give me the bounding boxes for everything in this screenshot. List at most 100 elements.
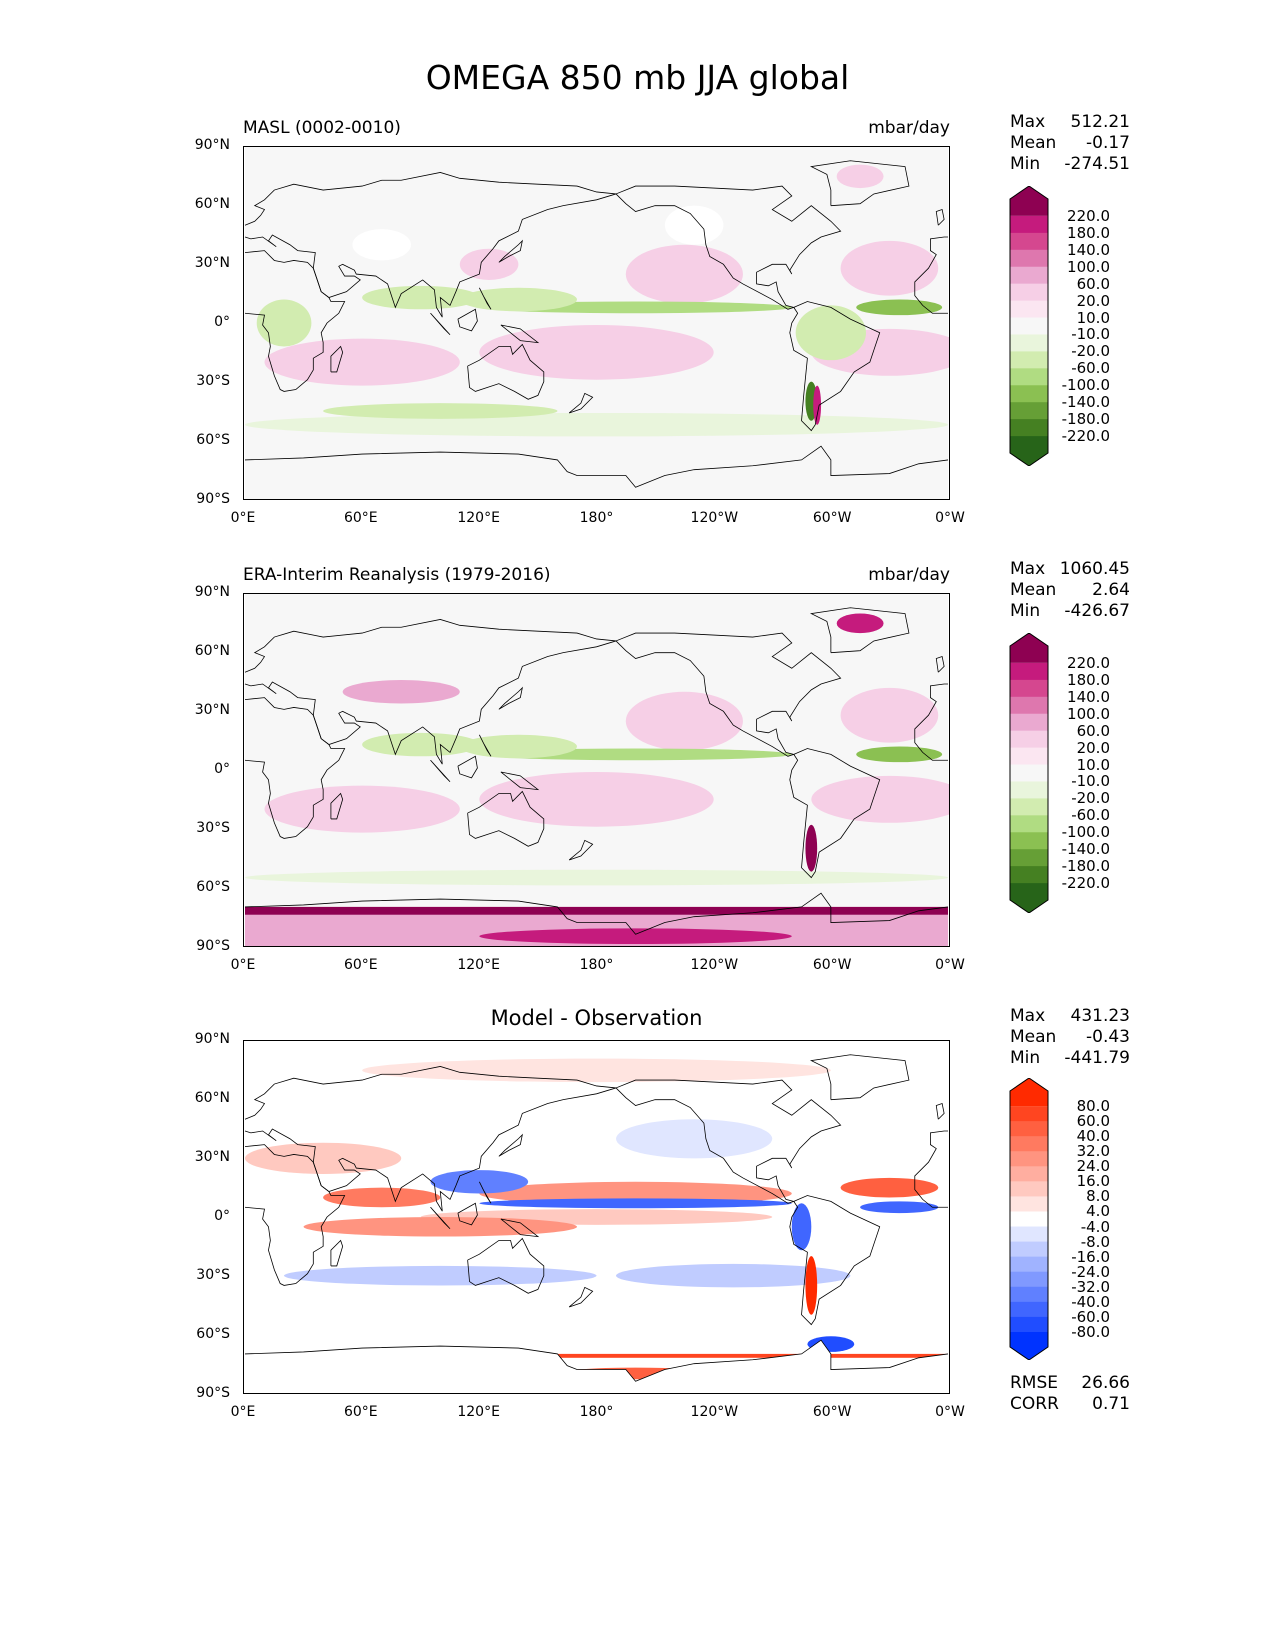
x-tick-label: 60°E: [343, 510, 378, 526]
x-tick-label: 60°W: [812, 957, 852, 973]
colorbar-tick-label: -140.0: [1061, 840, 1110, 859]
field-patch: [840, 1177, 939, 1198]
stat-label: Min: [1010, 154, 1041, 174]
colorbar-swatch: [1010, 1106, 1048, 1122]
field-patch: [342, 680, 460, 704]
coastline: [457, 755, 478, 779]
colorbar-swatch: [1010, 1256, 1048, 1273]
field-patch: [616, 1263, 851, 1288]
x-tick-label: 0°E: [230, 957, 256, 973]
metric-label: CORR: [1010, 1394, 1059, 1414]
y-tick-label: 60°S: [196, 432, 230, 448]
coastline: [914, 236, 949, 314]
colorbar-swatch: [1010, 419, 1048, 437]
colorbar-swatch: [1010, 1166, 1048, 1182]
stat-label: Min: [1010, 601, 1041, 621]
stat-min: -441.79: [1064, 1048, 1130, 1068]
colorbar-swatch: [1010, 1151, 1048, 1167]
coastline: [935, 209, 945, 226]
colorbar-tick-label: 220.0: [1067, 653, 1110, 672]
colorbar-tick-label: -60.0: [1071, 359, 1110, 378]
map-canvas: [243, 1040, 950, 1394]
panel3-title: Model - Observation: [490, 1006, 703, 1030]
field-patch: [323, 1187, 441, 1208]
colorbar-tick-label: 100.0: [1067, 257, 1110, 276]
coastline: [467, 343, 545, 400]
x-tick-label: 120°E: [457, 510, 500, 526]
stat-label: Max: [1010, 559, 1046, 579]
colorbar-tick-label: 60.0: [1076, 721, 1110, 740]
field-patch: [479, 1198, 792, 1209]
coastline: [244, 1144, 346, 1286]
y-tick-label: 0°: [214, 1208, 230, 1224]
panel2-title: ERA-Interim Reanalysis (1979-2016): [243, 565, 551, 585]
colorbar-tick-label: 40.0: [1076, 1127, 1110, 1146]
coastline: [500, 324, 540, 344]
colorbar-svg: [1009, 1078, 1049, 1360]
colorbar-tick-label: -10.0: [1071, 325, 1110, 344]
colorbar-swatch: [1010, 1271, 1048, 1288]
field-background: [244, 594, 949, 946]
colorbar-swatch: [1010, 402, 1048, 420]
colorbar-swatch: [1010, 798, 1048, 816]
coastline-antarctica: [244, 445, 949, 488]
coastline: [244, 697, 346, 839]
coastline: [500, 771, 540, 791]
colorbar-tick-label: -100.0: [1061, 376, 1110, 395]
stat-label: Mean: [1010, 1027, 1057, 1047]
colorbar-tick-label: 180.0: [1067, 223, 1110, 242]
y-tick-label: 60°S: [196, 1326, 230, 1342]
y-tick-label: 30°N: [194, 255, 230, 271]
coastline: [789, 748, 881, 879]
panel2-stats: Max 1060.45 Mean 2.64 Min -426.67: [1010, 559, 1130, 622]
colorbar-swatch: [1010, 215, 1048, 234]
y-tick-label: 60°S: [196, 879, 230, 895]
x-tick-label: 60°W: [812, 1404, 852, 1420]
colorbar-swatch: [1010, 1226, 1048, 1243]
colorbar-tick-label: -180.0: [1061, 857, 1110, 876]
colorbar-extend-bottom: [1010, 1331, 1048, 1360]
coastline: [244, 250, 346, 392]
colorbar-swatch: [1010, 1136, 1048, 1152]
colorbar-tick-label: 180.0: [1067, 670, 1110, 689]
colorbar-tick-label: 60.0: [1076, 274, 1110, 293]
y-tick-label: 30°S: [196, 820, 230, 836]
coastline: [789, 301, 881, 432]
field-patch: [625, 691, 743, 751]
coastline: [809, 160, 910, 207]
colorbar-tick-label: 140.0: [1067, 240, 1110, 259]
colorbar-tick-label: 32.0: [1076, 1142, 1110, 1161]
colorbar-swatch: [1010, 368, 1048, 386]
colorbar-swatch: [1010, 713, 1048, 732]
panel1-colorbar: 220.0 180.0 140.0 100.0 60.0 20.0 10.0 -10.0 -20…: [1005, 186, 1145, 466]
colorbar-swatch: [1010, 300, 1048, 319]
colorbar-extend-bottom: [1010, 436, 1048, 466]
y-tick-label: 90°S: [196, 938, 230, 954]
field-patch: [352, 229, 411, 261]
panel1-stats: Max 512.21 Mean -0.17 Min -274.51: [1010, 112, 1130, 175]
x-tick-label: 60°E: [343, 957, 378, 973]
coastline: [244, 619, 617, 765]
x-tick-label: 120°W: [690, 510, 739, 526]
colorbar-tick-label: -180.0: [1061, 410, 1110, 429]
colorbar-swatch: [1010, 662, 1048, 681]
field-patch: [264, 338, 460, 386]
coastline: [244, 1066, 617, 1212]
y-tick-label: 60°N: [194, 196, 230, 212]
colorbar-swatch: [1010, 1181, 1048, 1197]
colorbar-swatch: [1010, 317, 1048, 335]
colorbar-tick-label: -20.0: [1071, 789, 1110, 808]
coastline: [914, 683, 949, 761]
colorbar-tick-label: 100.0: [1067, 704, 1110, 723]
colorbar-tick-label: 20.0: [1076, 291, 1110, 310]
coastline: [789, 1195, 881, 1326]
coastline-antarctica: [244, 1339, 949, 1382]
colorbar-swatch: [1010, 334, 1048, 352]
stat-label: Max: [1010, 112, 1046, 132]
coastline: [244, 172, 617, 318]
coastline: [498, 686, 523, 710]
field-patch: [805, 1256, 818, 1315]
colorbar-swatch: [1010, 747, 1048, 766]
coastline: [809, 607, 910, 654]
y-tick-label: 30°N: [194, 1149, 230, 1165]
